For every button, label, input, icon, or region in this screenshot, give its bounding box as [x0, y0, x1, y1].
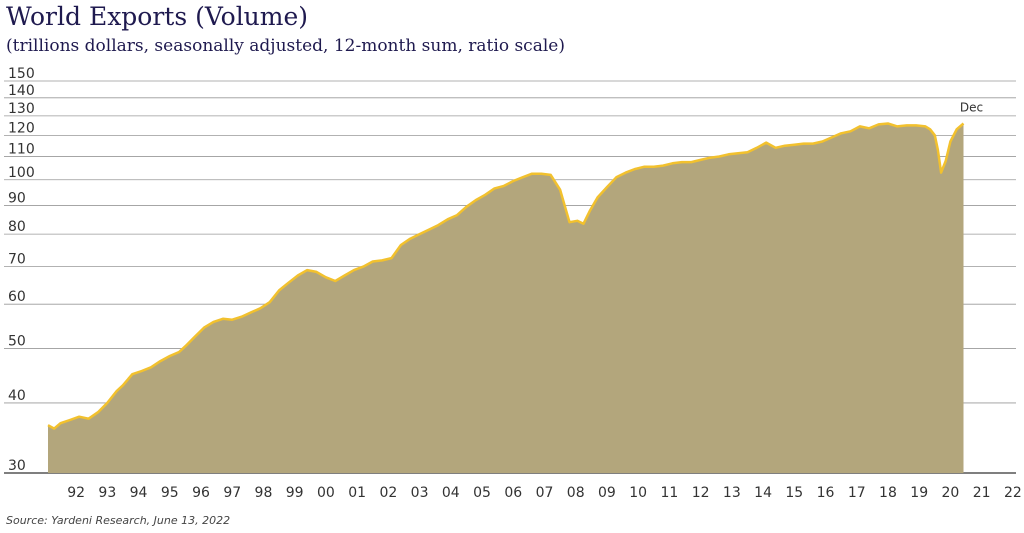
y-tick-label: 140	[8, 83, 35, 99]
y-tick-label: 100	[8, 165, 35, 181]
x-tick-label: 17	[848, 485, 866, 501]
x-tick-label: 98	[255, 485, 273, 501]
x-tick-label: 03	[411, 485, 429, 501]
x-tick-label: 02	[379, 485, 397, 501]
x-tick-label: 05	[473, 485, 491, 501]
x-tick-label: 18	[879, 485, 897, 501]
series-area-0	[48, 123, 964, 473]
x-tick-label: 21	[973, 485, 991, 501]
x-tick-label: 04	[442, 485, 460, 501]
chart-subtitle: (trillions dollars, seasonally adjusted,…	[6, 36, 565, 56]
y-tick-label: 120	[8, 120, 35, 136]
y-tick-label: 70	[8, 252, 26, 268]
x-tick-label: 01	[348, 485, 366, 501]
x-tick-label: 00	[317, 485, 335, 501]
x-tick-label: 19	[910, 485, 928, 501]
x-tick-label: 14	[754, 485, 772, 501]
x-tick-label: 95	[161, 485, 179, 501]
x-tick-label: 06	[504, 485, 522, 501]
y-tick-label: 40	[8, 388, 26, 404]
y-tick-label: 130	[8, 101, 35, 117]
x-tick-label: 22	[1004, 485, 1022, 501]
series-line-0	[47, 122, 965, 430]
x-tick-label: 11	[660, 485, 678, 501]
x-tick-label: 08	[567, 485, 585, 501]
x-axis: 92 93 94 95 96 97 98 99 00 01 02 03 04 05 06 07 08 09 10 11…	[67, 485, 1022, 501]
y-tick-label: 150	[8, 66, 35, 82]
series-layer	[47, 122, 965, 473]
x-tick-label: 20	[942, 485, 960, 501]
x-tick-label: 13	[723, 485, 741, 501]
y-tick-label: 60	[8, 289, 26, 305]
y-tick-label: 90	[8, 190, 26, 206]
y-tick-label: 30	[8, 458, 26, 474]
x-tick-label: 99	[286, 485, 304, 501]
x-tick-label: 10	[629, 485, 647, 501]
x-tick-label: 07	[536, 485, 554, 501]
x-tick-label: 92	[67, 485, 85, 501]
x-tick-label: 16	[817, 485, 835, 501]
x-tick-label: 12	[692, 485, 710, 501]
chart-title: World Exports (Volume)	[6, 2, 309, 31]
dec-annotation: Dec	[960, 101, 983, 115]
y-tick-label: 50	[8, 334, 26, 350]
x-tick-label: 93	[98, 485, 116, 501]
x-tick-label: 09	[598, 485, 616, 501]
y-tick-label: 80	[8, 219, 26, 235]
annotations: Dec	[960, 101, 983, 115]
x-tick-label: 96	[192, 485, 210, 501]
y-tick-label: 110	[8, 142, 35, 158]
x-tick-label: 94	[130, 485, 148, 501]
x-tick-label: 15	[785, 485, 803, 501]
source-note: Source: Yardeni Research, June 13, 2022	[6, 514, 231, 527]
x-tick-label: 97	[223, 485, 241, 501]
